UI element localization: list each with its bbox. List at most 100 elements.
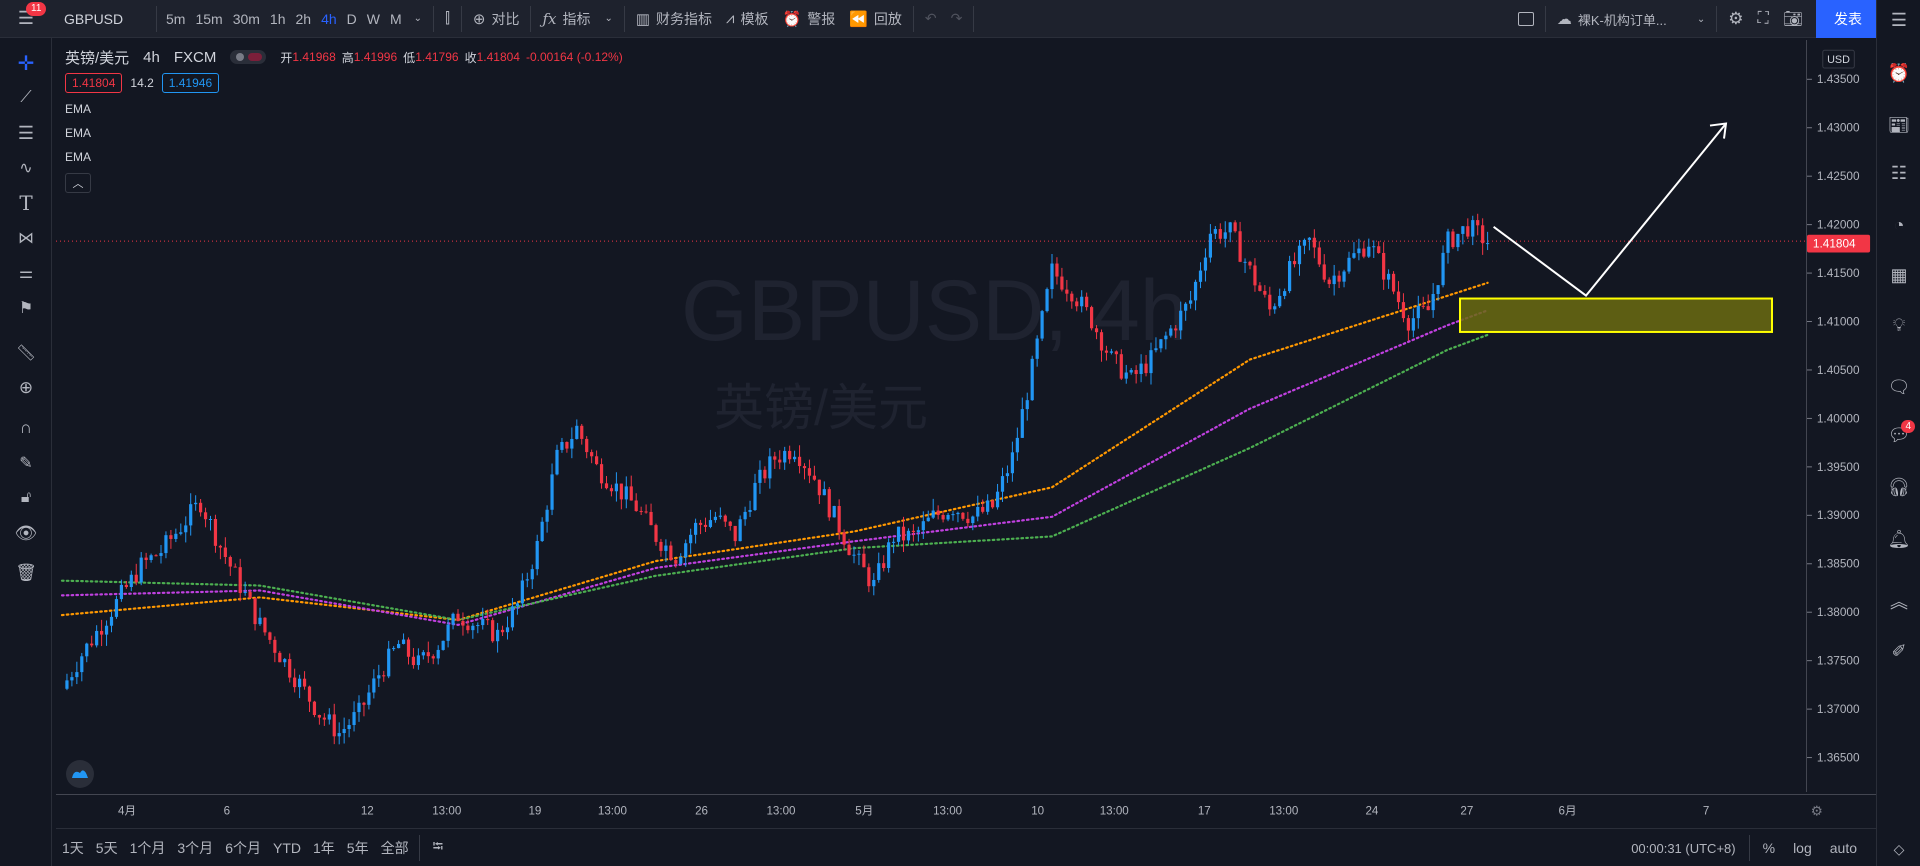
messages-button[interactable]: 💬︎ 4 xyxy=(1877,418,1920,452)
layout-select-button[interactable] xyxy=(1511,0,1541,38)
range-button[interactable]: 3个月 xyxy=(177,839,214,856)
logo[interactable] xyxy=(66,760,94,788)
fullscreen-button[interactable]: ⛶ xyxy=(1750,0,1775,38)
interval-m[interactable]: M xyxy=(390,10,402,27)
idea-button[interactable]: 💡︎ xyxy=(1877,308,1920,342)
trend-line-tool[interactable]: ⟋ xyxy=(0,83,52,113)
collapse-legend-button[interactable]: ︿ xyxy=(65,173,91,193)
alerts-button[interactable]: ⏰ xyxy=(1877,56,1920,90)
collapse-panel-button[interactable]: ︽ xyxy=(1877,584,1920,618)
range-button[interactable]: 1天 xyxy=(62,839,84,856)
indicators-dropdown-button[interactable]: ⌄ xyxy=(597,0,619,38)
ema-mid-line[interactable] xyxy=(60,309,1489,627)
axis-settings-icon[interactable]: ⚙ xyxy=(1811,803,1823,819)
drawing-panel-button[interactable]: ✐ xyxy=(1877,634,1920,668)
menu-button[interactable]: ☰ 11 xyxy=(0,0,52,38)
layout-dropdown-button[interactable]: ⌄ xyxy=(1690,0,1712,38)
support-zone[interactable] xyxy=(1459,297,1773,333)
date-range-button[interactable]: ⭾ xyxy=(424,836,453,860)
candle-body xyxy=(748,510,752,512)
interval-30m[interactable]: 30m xyxy=(232,10,260,27)
range-button[interactable]: 5年 xyxy=(346,839,369,856)
ideas-button[interactable]: ◔ xyxy=(1877,208,1920,242)
time-axis[interactable]: 4月 6 12 13:00 19 13:00 26 13:00 5月 13:00 10 13:00 17… xyxy=(56,794,1876,826)
range-button[interactable]: 全部 xyxy=(380,839,409,856)
range-button[interactable]: 6个月 xyxy=(225,839,261,856)
log-scale-button[interactable]: log xyxy=(1793,840,1812,856)
projection-path[interactable] xyxy=(1493,122,1727,297)
range-button[interactable]: 1个月 xyxy=(129,839,166,856)
interval-d[interactable]: D xyxy=(346,10,357,27)
percent-scale-button[interactable]: % xyxy=(1762,840,1776,856)
measure-tool[interactable]: 📏︎ xyxy=(0,338,52,368)
settings-button[interactable]: ⚙ xyxy=(1721,0,1750,38)
range-button[interactable]: 1年 xyxy=(312,839,335,856)
range-button[interactable]: YTD xyxy=(272,839,301,856)
interval-w[interactable]: W xyxy=(366,10,380,27)
interval-5m[interactable]: 5m xyxy=(166,10,186,27)
ema-indicator-1[interactable]: EMA xyxy=(65,102,92,116)
candle-body xyxy=(1253,265,1257,286)
notifications-button[interactable]: 🔔︎ xyxy=(1877,522,1920,556)
remove-drawings-tool[interactable]: 🗑︎ xyxy=(0,558,52,588)
fib-tool[interactable]: ☰ xyxy=(0,118,52,148)
legend-symbol-title[interactable]: 英镑/美元 xyxy=(65,49,130,67)
position-tool[interactable]: ⚌ xyxy=(0,258,52,288)
indicators-button[interactable]: ƒx 指标 xyxy=(535,0,597,38)
text-tool[interactable]: T xyxy=(0,188,52,218)
snapshot-button[interactable]: 📷︎ xyxy=(1776,0,1810,38)
candle-body xyxy=(837,505,841,533)
clock-timezone[interactable]: 00:00:31 (UTC+8) xyxy=(1631,840,1736,856)
ema-slow-line[interactable] xyxy=(60,333,1489,622)
stay-drawing-tool[interactable]: ✎ xyxy=(0,448,52,478)
support-zone-rect[interactable] xyxy=(1459,297,1773,333)
candle-body xyxy=(708,520,713,527)
crosshair-tool[interactable]: ✛ xyxy=(0,48,52,78)
support-button[interactable]: 🎧︎ xyxy=(1877,470,1920,504)
more-widgets-button[interactable]: ◇ xyxy=(1877,832,1920,866)
chat-button[interactable]: 🗨︎ xyxy=(1877,370,1920,404)
hide-drawings-tool[interactable]: 👁︎ xyxy=(0,518,52,548)
interval-2h[interactable]: 2h xyxy=(295,10,312,27)
save-layout-button[interactable]: ☁ 裸K-机构订单... xyxy=(1550,0,1690,38)
icons-tool[interactable]: ⚑ xyxy=(0,293,52,323)
interval-dropdown-button[interactable]: ⌄ xyxy=(407,0,429,38)
alert-button[interactable]: ⏰ 警报 xyxy=(776,0,843,38)
redo-button[interactable]: ↷ xyxy=(944,0,970,38)
price-chart[interactable]: GBPUSD, 4h 英镑/美元 xyxy=(56,40,1806,792)
compare-button[interactable]: ⊕ 对比 xyxy=(466,0,527,38)
auto-scale-button[interactable]: auto xyxy=(1829,840,1857,856)
data-window-button[interactable]: 📰︎ xyxy=(1877,108,1920,142)
spread-value: 14.2 xyxy=(130,76,154,90)
magnet-tool[interactable]: ∩ xyxy=(0,413,52,443)
currency-label[interactable]: USD xyxy=(1827,54,1850,66)
ema-indicator-2[interactable]: EMA xyxy=(65,126,92,140)
candle-body xyxy=(1060,276,1064,290)
pattern-tool[interactable]: ∿ xyxy=(0,153,52,183)
hotlists-button[interactable]: ☷ xyxy=(1877,156,1920,190)
interval-1h[interactable]: 1h xyxy=(269,10,286,27)
price-axis[interactable]: 1.43500 1.43000 1.42500 1.42000 1.41500 1.410… xyxy=(1806,40,1876,792)
ema-indicator-3[interactable]: EMA xyxy=(65,150,92,164)
chart-type-button[interactable]: ⫿ xyxy=(438,0,457,38)
zoom-tool[interactable]: ⊕ xyxy=(0,373,52,403)
prediction-tool[interactable]: ⋈ xyxy=(0,223,52,253)
templates-button[interactable]: ⩘ 模板 xyxy=(719,0,775,38)
range-button[interactable]: 5天 xyxy=(95,839,118,856)
financials-button[interactable]: ▥ 财务指标 xyxy=(629,0,719,38)
interval-4h[interactable]: 4h xyxy=(321,10,337,27)
undo-button[interactable]: ↶ xyxy=(918,0,944,38)
calendar-button[interactable]: ▦ xyxy=(1877,258,1920,292)
ask-price-box[interactable]: 1.41946 xyxy=(161,73,220,93)
candle-body xyxy=(184,525,188,533)
publish-button[interactable]: 发表 xyxy=(1816,0,1880,38)
bid-price-box[interactable]: 1.41804 xyxy=(65,73,123,93)
interval-15m[interactable]: 15m xyxy=(195,10,223,27)
symbol-search[interactable]: GBPUSD xyxy=(64,10,124,27)
legend-toggle[interactable] xyxy=(230,50,267,64)
projection-arrow[interactable] xyxy=(1493,122,1728,297)
lock-drawings-tool[interactable]: 🔓︎ xyxy=(0,483,52,513)
replay-button[interactable]: ⏪ 回放 xyxy=(842,0,909,38)
ema-fast-line[interactable] xyxy=(60,281,1489,622)
watchlist-button[interactable]: ☰ xyxy=(1877,3,1920,37)
